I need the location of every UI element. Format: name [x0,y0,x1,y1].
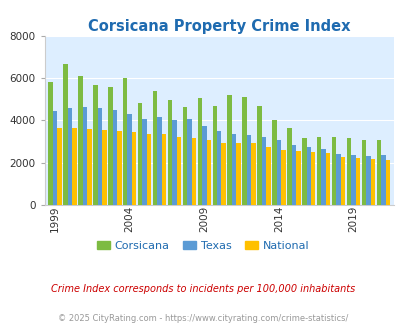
Bar [370,159,374,205]
Bar [276,141,281,205]
Bar [321,149,325,205]
Bar [246,135,251,205]
Bar [316,137,321,205]
Bar [346,138,350,205]
Bar [350,155,355,205]
Bar [221,143,226,205]
Bar [236,143,240,205]
Bar [162,134,166,205]
Bar [48,82,53,205]
Bar [57,128,62,205]
Bar [83,107,87,205]
Bar [261,137,266,205]
Bar [286,128,291,205]
Bar [310,152,315,205]
Bar [340,157,345,205]
Bar [187,119,191,205]
Bar [206,141,211,205]
Bar [147,134,151,205]
Bar [142,119,147,205]
Bar [68,108,72,205]
Bar [72,128,77,205]
Bar [197,98,202,205]
Bar [385,160,389,205]
Bar [212,106,216,205]
Bar [242,97,246,205]
Bar [138,103,142,205]
Bar [281,150,285,205]
Bar [251,143,255,205]
Bar [53,111,57,205]
Bar [361,141,365,205]
Bar [227,95,231,205]
Bar [355,158,359,205]
Bar [376,141,380,205]
Bar [117,131,121,205]
Bar [191,138,196,205]
Bar [102,130,107,205]
Bar [93,85,97,205]
Bar [271,120,276,205]
Text: © 2025 CityRating.com - https://www.cityrating.com/crime-statistics/: © 2025 CityRating.com - https://www.city… [58,314,347,323]
Bar [266,147,270,205]
Bar [325,153,330,205]
Bar [172,120,176,205]
Bar [331,137,336,205]
Bar [301,138,306,205]
Bar [231,134,236,205]
Bar [108,87,112,205]
Bar [78,76,83,205]
Bar [63,64,68,205]
Bar [176,137,181,205]
Title: Corsicana Property Crime Index: Corsicana Property Crime Index [88,19,350,34]
Bar [182,107,187,205]
Bar [112,110,117,205]
Bar [157,117,162,205]
Bar [87,129,92,205]
Legend: Corsicana, Texas, National: Corsicana, Texas, National [92,236,313,255]
Bar [291,145,295,205]
Bar [127,114,132,205]
Bar [336,154,340,205]
Bar [306,147,310,205]
Bar [257,106,261,205]
Bar [132,132,136,205]
Bar [380,155,385,205]
Bar [202,126,206,205]
Bar [123,79,127,205]
Bar [167,100,172,205]
Bar [295,151,300,205]
Text: Crime Index corresponds to incidents per 100,000 inhabitants: Crime Index corresponds to incidents per… [51,284,354,294]
Bar [216,131,221,205]
Bar [97,108,102,205]
Bar [152,91,157,205]
Bar [365,156,370,205]
